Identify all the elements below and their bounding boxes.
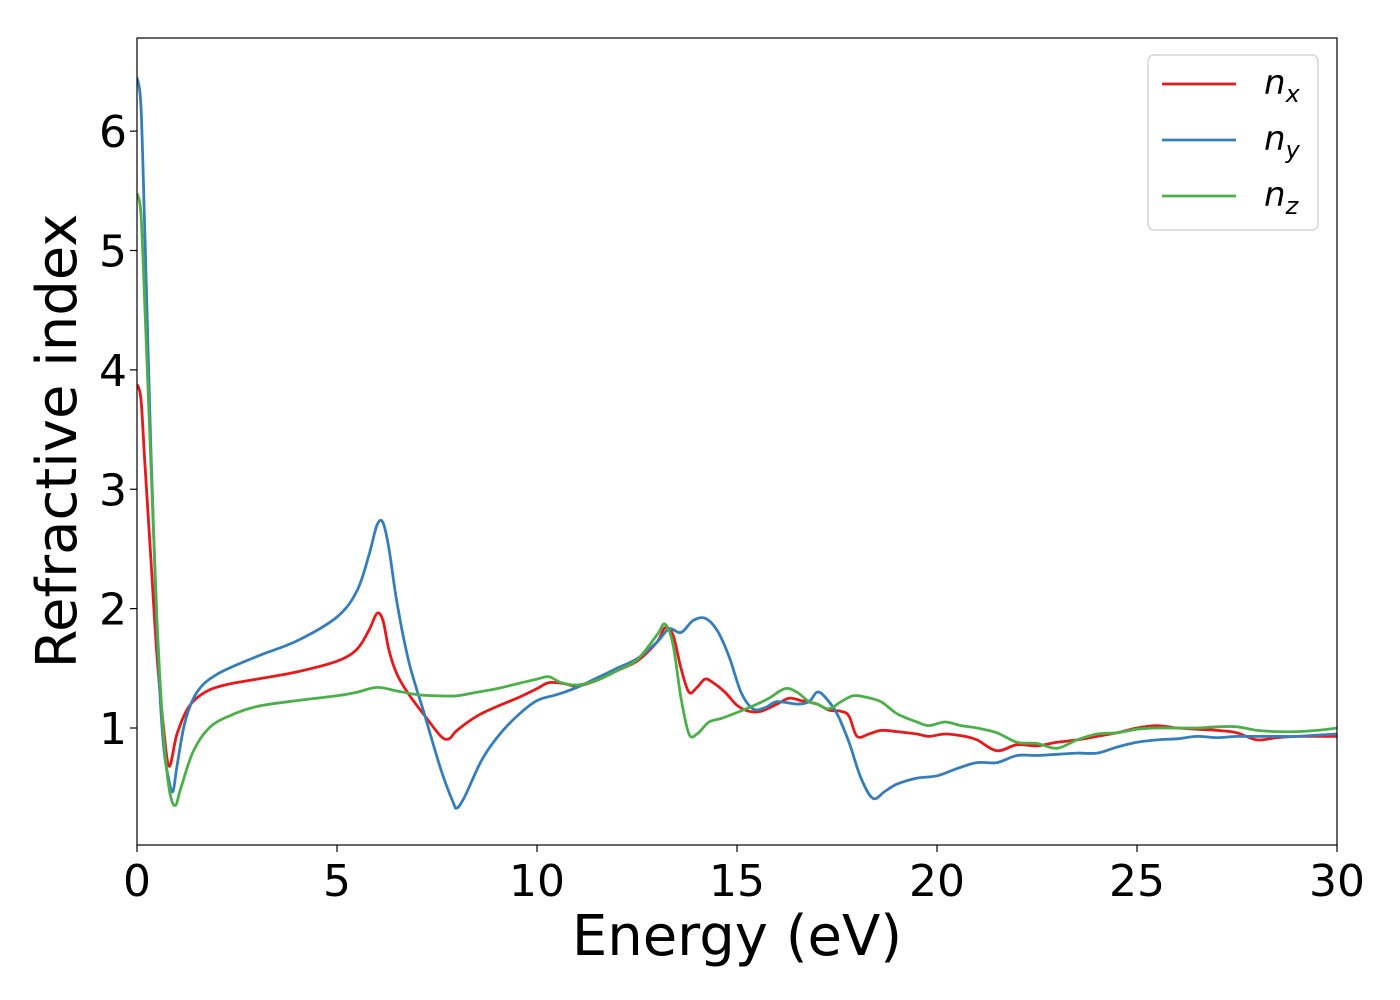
legend-box (1147, 54, 1319, 231)
x-tick-label: 5 (323, 856, 351, 907)
x-axis-ticks: 0 5 10 15 20 25 30 (123, 845, 1365, 907)
legend-label-y: ny (1264, 119, 1301, 164)
y-tick-label: 3 (99, 465, 127, 516)
y-tick-label: 2 (99, 585, 127, 636)
legend-label-subscript: y (1285, 136, 1301, 164)
legend-label-main: n (1264, 175, 1286, 215)
legend-label-subscript: x (1285, 80, 1301, 108)
legend-label-main: n (1264, 63, 1286, 103)
series-line-z (137, 192, 1337, 807)
series-line-x (137, 383, 1337, 768)
y-axis-ticks: 1 2 3 4 5 6 (99, 107, 137, 755)
y-tick-label: 5 (99, 226, 127, 277)
series-line-y (137, 77, 1337, 810)
x-axis-label: Energy (eV) (572, 904, 902, 969)
y-tick-label: 6 (99, 107, 127, 158)
x-tick-label: 30 (1309, 856, 1365, 907)
y-tick-label: 4 (99, 346, 127, 397)
y-axis-label: Refractive index (25, 214, 90, 669)
y-tick-label: 1 (99, 704, 127, 755)
legend-label-z: nz (1264, 175, 1300, 220)
series-lines (137, 77, 1337, 810)
x-tick-label: 20 (909, 856, 965, 907)
x-tick-label: 15 (709, 856, 765, 907)
x-tick-label: 25 (1109, 856, 1165, 907)
legend-label-main: n (1264, 119, 1286, 159)
x-tick-label: 10 (509, 856, 565, 907)
x-tick-label: 0 (123, 856, 151, 907)
legend-label-x: nx (1264, 63, 1301, 108)
legend-label-subscript: z (1285, 192, 1300, 220)
